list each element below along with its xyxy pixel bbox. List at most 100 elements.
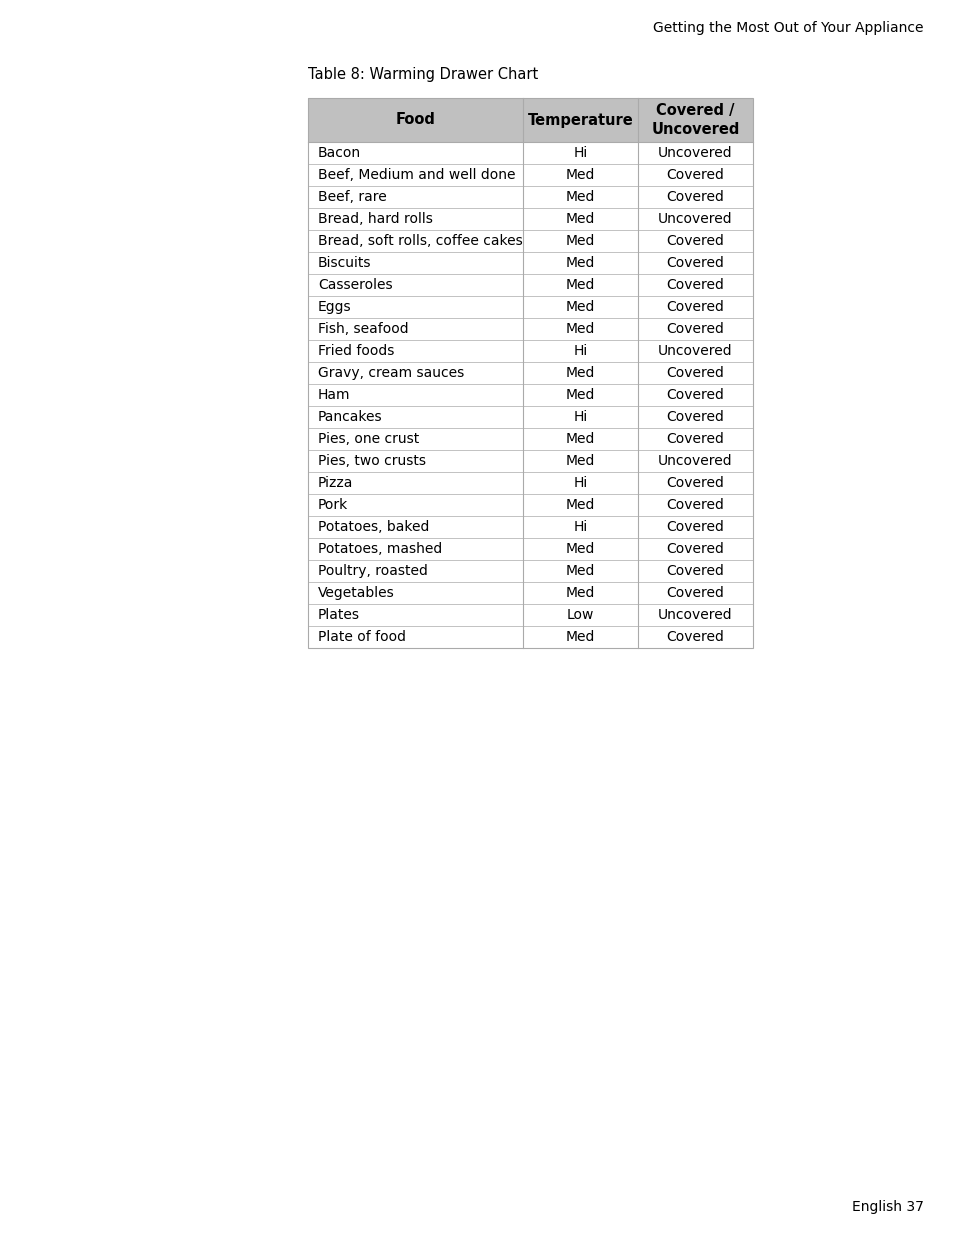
Text: Covered: Covered: [666, 278, 723, 291]
Text: Fried foods: Fried foods: [317, 345, 394, 358]
Text: Potatoes, baked: Potatoes, baked: [317, 520, 429, 534]
Text: Med: Med: [565, 212, 595, 226]
Bar: [308, 582, 752, 604]
Text: Med: Med: [565, 168, 595, 182]
Bar: [308, 406, 752, 429]
Bar: [308, 559, 752, 582]
Bar: [308, 98, 752, 142]
Text: Uncovered: Uncovered: [658, 146, 732, 161]
Text: Med: Med: [565, 454, 595, 468]
Bar: [308, 296, 752, 317]
Text: Covered: Covered: [666, 190, 723, 204]
Text: Hi: Hi: [573, 475, 587, 490]
Text: Biscuits: Biscuits: [317, 256, 371, 270]
Bar: [308, 207, 752, 230]
Text: Covered: Covered: [666, 564, 723, 578]
Text: Uncovered: Uncovered: [658, 345, 732, 358]
Text: Med: Med: [565, 564, 595, 578]
Text: Temperature: Temperature: [527, 112, 633, 127]
Text: Covered: Covered: [666, 233, 723, 248]
Text: Med: Med: [565, 366, 595, 380]
Text: Ham: Ham: [317, 388, 350, 403]
Text: Potatoes, mashed: Potatoes, mashed: [317, 542, 442, 556]
Text: Med: Med: [565, 630, 595, 643]
Bar: [308, 230, 752, 252]
Bar: [308, 384, 752, 406]
Bar: [308, 98, 752, 648]
Text: Med: Med: [565, 278, 595, 291]
Text: Med: Med: [565, 322, 595, 336]
Text: Covered /
Uncovered: Covered / Uncovered: [651, 104, 739, 137]
Bar: [308, 472, 752, 494]
Text: Covered: Covered: [666, 432, 723, 446]
Text: Uncovered: Uncovered: [658, 212, 732, 226]
Text: English 37: English 37: [851, 1200, 923, 1214]
Text: Pies, two crusts: Pies, two crusts: [317, 454, 426, 468]
Bar: [308, 164, 752, 186]
Text: Med: Med: [565, 256, 595, 270]
Text: Uncovered: Uncovered: [658, 608, 732, 622]
Text: Getting the Most Out of Your Appliance: Getting the Most Out of Your Appliance: [653, 21, 923, 35]
Text: Covered: Covered: [666, 410, 723, 424]
Text: Poultry, roasted: Poultry, roasted: [317, 564, 428, 578]
Bar: [308, 274, 752, 296]
Text: Uncovered: Uncovered: [658, 454, 732, 468]
Text: Covered: Covered: [666, 388, 723, 403]
Text: Med: Med: [565, 300, 595, 314]
Bar: [308, 362, 752, 384]
Text: Covered: Covered: [666, 475, 723, 490]
Text: Covered: Covered: [666, 366, 723, 380]
Bar: [308, 252, 752, 274]
Text: Covered: Covered: [666, 168, 723, 182]
Text: Covered: Covered: [666, 585, 723, 600]
Bar: [308, 429, 752, 450]
Bar: [308, 142, 752, 164]
Bar: [308, 516, 752, 538]
Text: Vegetables: Vegetables: [317, 585, 395, 600]
Text: Covered: Covered: [666, 256, 723, 270]
Bar: [308, 340, 752, 362]
Text: Pancakes: Pancakes: [317, 410, 382, 424]
Bar: [308, 604, 752, 626]
Text: Plates: Plates: [317, 608, 359, 622]
Bar: [308, 538, 752, 559]
Text: Low: Low: [566, 608, 594, 622]
Text: Table 8: Warming Drawer Chart: Table 8: Warming Drawer Chart: [308, 67, 537, 82]
Text: Hi: Hi: [573, 146, 587, 161]
Text: Med: Med: [565, 585, 595, 600]
Text: Covered: Covered: [666, 630, 723, 643]
Text: Bacon: Bacon: [317, 146, 361, 161]
Text: Med: Med: [565, 432, 595, 446]
Bar: [308, 186, 752, 207]
Bar: [308, 626, 752, 648]
Text: Covered: Covered: [666, 498, 723, 513]
Text: Bread, hard rolls: Bread, hard rolls: [317, 212, 433, 226]
Text: Hi: Hi: [573, 520, 587, 534]
Text: Covered: Covered: [666, 520, 723, 534]
Text: Gravy, cream sauces: Gravy, cream sauces: [317, 366, 464, 380]
Text: Med: Med: [565, 542, 595, 556]
Text: Pizza: Pizza: [317, 475, 353, 490]
Text: Med: Med: [565, 190, 595, 204]
Text: Hi: Hi: [573, 410, 587, 424]
Bar: [308, 494, 752, 516]
Text: Covered: Covered: [666, 542, 723, 556]
Text: Beef, rare: Beef, rare: [317, 190, 386, 204]
Bar: [308, 317, 752, 340]
Text: Eggs: Eggs: [317, 300, 352, 314]
Bar: [308, 450, 752, 472]
Text: Covered: Covered: [666, 300, 723, 314]
Text: Pork: Pork: [317, 498, 348, 513]
Text: Casseroles: Casseroles: [317, 278, 393, 291]
Text: Bread, soft rolls, coffee cakes: Bread, soft rolls, coffee cakes: [317, 233, 522, 248]
Text: Plate of food: Plate of food: [317, 630, 406, 643]
Text: Med: Med: [565, 388, 595, 403]
Text: Hi: Hi: [573, 345, 587, 358]
Text: Pies, one crust: Pies, one crust: [317, 432, 418, 446]
Text: Food: Food: [395, 112, 435, 127]
Text: Beef, Medium and well done: Beef, Medium and well done: [317, 168, 515, 182]
Text: Fish, seafood: Fish, seafood: [317, 322, 408, 336]
Text: Covered: Covered: [666, 322, 723, 336]
Text: Med: Med: [565, 498, 595, 513]
Text: Med: Med: [565, 233, 595, 248]
